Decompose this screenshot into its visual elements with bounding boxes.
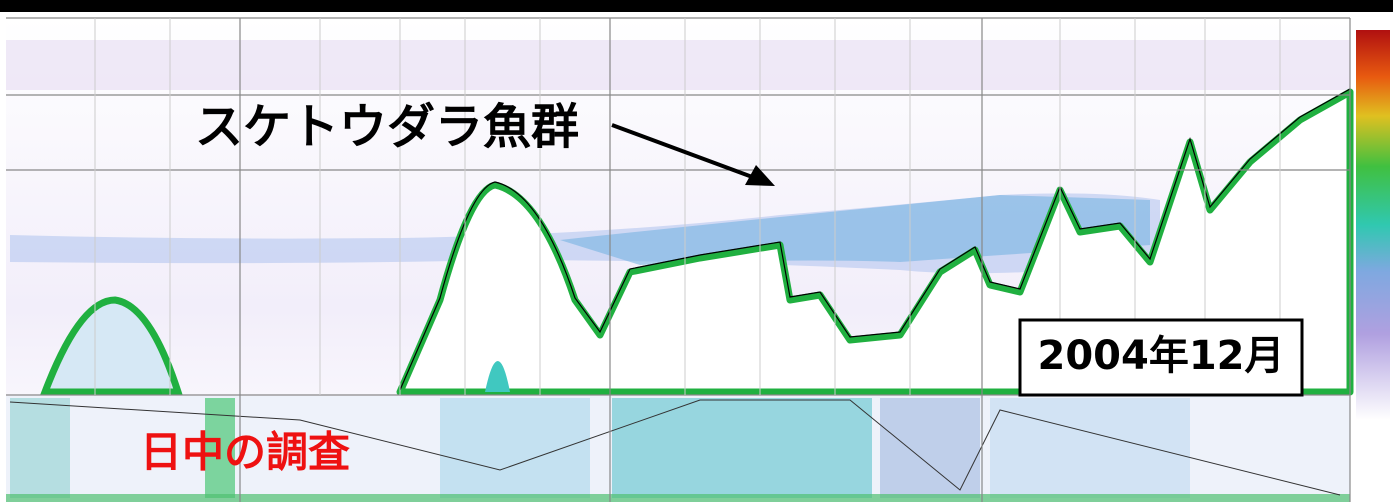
- surface-noise: [6, 40, 1350, 90]
- page: スケトウダラ魚群 2004年12月 日中の調査 (() => { const d…: [0, 0, 1393, 502]
- fish-school-label: スケトウダラ魚群: [195, 99, 579, 155]
- top-bar: [0, 0, 1393, 12]
- color-scale: [1356, 30, 1390, 420]
- echo-strip: [612, 398, 872, 498]
- echo-floor: [6, 494, 1350, 502]
- date-label: 2004年12月: [1038, 333, 1285, 379]
- echo-strip: [440, 398, 590, 498]
- echo-strip: [990, 398, 1190, 498]
- echo-strip: [10, 398, 70, 498]
- survey-label: 日中の調査: [140, 428, 350, 477]
- echogram-screenshot: スケトウダラ魚群 2004年12月 日中の調査: [0, 0, 1393, 502]
- echo-strip: [880, 398, 980, 498]
